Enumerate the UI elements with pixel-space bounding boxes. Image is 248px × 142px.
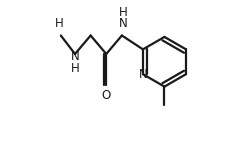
Text: N: N [71, 50, 79, 63]
Text: N: N [119, 17, 128, 30]
Text: O: O [102, 89, 111, 102]
Text: N: N [139, 68, 147, 81]
Text: H: H [119, 6, 128, 19]
Text: H: H [71, 62, 79, 75]
Text: H: H [55, 17, 64, 30]
